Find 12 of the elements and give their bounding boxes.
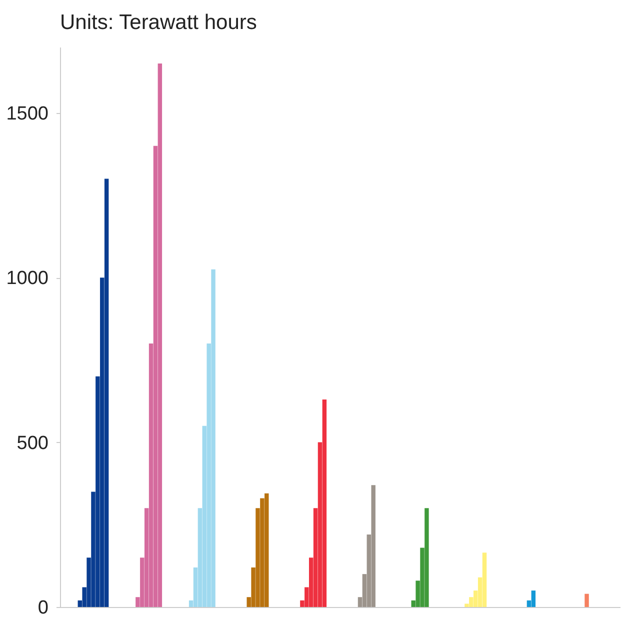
bar bbox=[531, 590, 536, 607]
bar bbox=[158, 63, 162, 607]
bar bbox=[104, 178, 109, 607]
chart-title: Units: Terawatt hours bbox=[60, 11, 257, 34]
y-tick-label: 0 bbox=[38, 598, 48, 618]
y-tick-label: 500 bbox=[16, 432, 48, 454]
bar bbox=[322, 399, 327, 607]
y-tick-label: 1000 bbox=[6, 268, 48, 290]
bar bbox=[584, 594, 589, 607]
bar bbox=[482, 552, 487, 607]
y-tick-label: 1500 bbox=[6, 103, 48, 124]
bar bbox=[371, 485, 376, 607]
